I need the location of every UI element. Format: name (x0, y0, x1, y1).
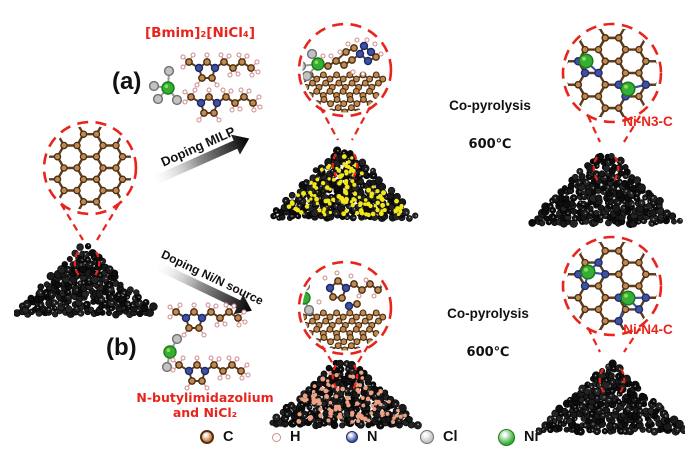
doping-nin-arrow: Doping Ni/N source (156, 247, 266, 315)
panel-b-label: (b) (106, 334, 137, 361)
zoom-source-bracket (331, 153, 359, 179)
nickel-atom-icon (498, 428, 515, 446)
carbon-powder-pile (14, 243, 158, 319)
bmim-nicl4-molecules (148, 52, 263, 123)
zoom-source-bracket (598, 368, 626, 394)
legend-item-carbon: C (200, 426, 233, 448)
zoom-source-bracket (592, 156, 620, 182)
copyrolysis-b-block: Co-pyrolysis 600℃ (426, 306, 550, 360)
chlorine-atom-icon (420, 430, 434, 444)
milp-doped-powder-pile (270, 146, 419, 222)
hydrogen-atom-icon (272, 432, 281, 442)
legend-symbol: N (367, 429, 378, 445)
legend-item-chlorine: Cl (420, 426, 458, 448)
copyrolysis-b-temp: 600℃ (466, 345, 510, 360)
panel-a-label: (a) (112, 68, 142, 95)
gradient-arrow (154, 134, 250, 185)
copyrolysis-b-label: Co-pyrolysis (447, 306, 529, 321)
zoom-source-bracket (331, 364, 359, 390)
reagent-a-label: [Bmim]₂[NiCl₄] (144, 25, 256, 41)
product-b-label: Ni-N4-C (623, 322, 673, 337)
ni-n4-c-powder-pile (536, 359, 685, 436)
carbon-atom-icon (200, 430, 214, 444)
ni-n3-c-powder-pile (528, 152, 683, 228)
legend-symbol: Cl (443, 429, 458, 445)
nitrogen-atom-icon (346, 431, 358, 443)
legend-item-nickel: Ni (498, 426, 539, 448)
copyrolysis-a-temp: 600℃ (468, 137, 512, 152)
legend-item-hydrogen: H (272, 426, 300, 448)
ni-n3-c-zoom-circle (561, 22, 663, 143)
copyrolysis-b-arrow (426, 321, 550, 345)
nin-adsorbed-zoom-circle (297, 260, 393, 373)
copyrolysis-a-label: Co-pyrolysis (449, 98, 531, 113)
gradient-arrow (156, 261, 252, 315)
copyrolysis-a-block: Co-pyrolysis 600℃ (428, 98, 552, 152)
legend-symbol: H (290, 429, 301, 445)
reagent-b-line2: and NiCl₂ (172, 405, 238, 420)
reagent-b-label: N-butylimidazolium and NiCl₂ (110, 390, 300, 420)
reagent-b-line1: N-butylimidazolium (136, 390, 274, 405)
legend-symbol: Ni (524, 429, 539, 445)
milp-adsorbed-zoom-circle (297, 22, 393, 141)
copyrolysis-a-arrow (428, 113, 552, 137)
pristine-carbon-zoom-circle (42, 120, 138, 241)
nin-doped-powder-pile (269, 359, 422, 430)
zoom-source-bracket (73, 251, 101, 277)
atom-legend: C H N Cl Ni (192, 426, 612, 448)
legend-symbol: C (223, 429, 234, 445)
doping-milp-arrow: Doping MILP (154, 123, 250, 185)
ni-n4-c-zoom-circle (561, 235, 663, 353)
product-a-label: Ni-N3-C (623, 114, 673, 129)
butylimidazolium-nicl2-molecules (161, 302, 251, 391)
legend-item-nitrogen: N (346, 426, 377, 448)
